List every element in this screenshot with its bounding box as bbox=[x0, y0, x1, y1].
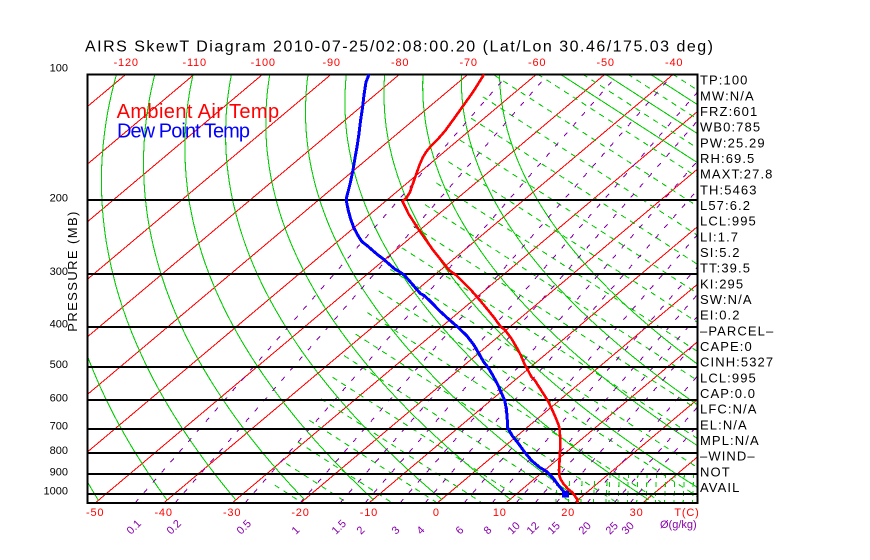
svg-text:EI:0.2: EI:0.2 bbox=[700, 308, 741, 323]
svg-text:-90: -90 bbox=[323, 57, 341, 69]
svg-text:900: 900 bbox=[50, 466, 68, 478]
svg-text:LCL:995: LCL:995 bbox=[700, 214, 757, 229]
svg-text:TH:5463: TH:5463 bbox=[700, 182, 758, 197]
svg-text:RH:69.5: RH:69.5 bbox=[700, 151, 755, 166]
svg-text:NOT: NOT bbox=[700, 464, 731, 479]
svg-text:0: 0 bbox=[433, 507, 440, 519]
svg-text:200: 200 bbox=[50, 192, 68, 204]
svg-text:–WIND–: –WIND– bbox=[700, 449, 756, 464]
svg-text:-80: -80 bbox=[391, 57, 409, 69]
svg-text:LCL:995: LCL:995 bbox=[700, 370, 757, 385]
svg-text:700: 700 bbox=[50, 421, 68, 433]
svg-text:CAPE:0: CAPE:0 bbox=[700, 339, 753, 354]
svg-text:PRESSURE (MB): PRESSURE (MB) bbox=[65, 210, 80, 332]
svg-text:AIRS SkewT Diagram 2010-07-25/: AIRS SkewT Diagram 2010-07-25/02:08:00.2… bbox=[85, 39, 713, 56]
svg-text:MAXT:27.8: MAXT:27.8 bbox=[700, 167, 774, 182]
svg-text:TP:100: TP:100 bbox=[700, 73, 749, 88]
svg-text:EL:N/A: EL:N/A bbox=[700, 417, 748, 432]
svg-text:L57:6.2: L57:6.2 bbox=[700, 198, 751, 213]
svg-text:TT:39.5: TT:39.5 bbox=[700, 261, 751, 276]
svg-text:CINH:5327: CINH:5327 bbox=[700, 355, 774, 370]
svg-text:MPL:N/A: MPL:N/A bbox=[700, 433, 760, 448]
svg-text:-110: -110 bbox=[182, 57, 206, 69]
svg-text:-50: -50 bbox=[597, 57, 615, 69]
svg-text:30: 30 bbox=[630, 507, 644, 519]
svg-text:-40: -40 bbox=[665, 57, 683, 69]
svg-text:-70: -70 bbox=[460, 57, 478, 69]
svg-text:–PARCEL–: –PARCEL– bbox=[700, 323, 774, 338]
svg-text:MW:N/A: MW:N/A bbox=[700, 88, 755, 103]
svg-text:500: 500 bbox=[50, 359, 68, 371]
svg-text:FRZ:601: FRZ:601 bbox=[700, 104, 758, 119]
svg-text:600: 600 bbox=[50, 392, 68, 404]
svg-text:KI:295: KI:295 bbox=[700, 276, 744, 291]
svg-text:Ø(g/kg): Ø(g/kg) bbox=[660, 519, 697, 531]
svg-text:-100: -100 bbox=[251, 57, 276, 69]
svg-text:20: 20 bbox=[561, 507, 575, 519]
svg-text:Ambient Air Temp: Ambient Air Temp bbox=[117, 101, 280, 123]
svg-text:300: 300 bbox=[50, 266, 68, 278]
svg-text:AVAIL: AVAIL bbox=[700, 480, 740, 495]
svg-text:SI:5.2: SI:5.2 bbox=[700, 245, 741, 260]
svg-text:-40: -40 bbox=[154, 507, 172, 519]
svg-text:1000: 1000 bbox=[44, 486, 68, 498]
svg-text:400: 400 bbox=[50, 319, 68, 331]
svg-text:-20: -20 bbox=[291, 507, 309, 519]
svg-text:-120: -120 bbox=[114, 57, 139, 69]
svg-text:PW:25.29: PW:25.29 bbox=[700, 135, 766, 150]
svg-text:-10: -10 bbox=[360, 507, 378, 519]
svg-text:T(C): T(C) bbox=[674, 507, 699, 519]
svg-text:800: 800 bbox=[50, 445, 68, 457]
svg-text:LFC:N/A: LFC:N/A bbox=[700, 402, 758, 417]
svg-text:10: 10 bbox=[493, 507, 507, 519]
svg-text:Dew Point Temp: Dew Point Temp bbox=[117, 121, 250, 143]
svg-text:WB0:785: WB0:785 bbox=[700, 120, 761, 135]
svg-text:CAP:0.0: CAP:0.0 bbox=[700, 386, 756, 401]
svg-text:LI:1.7: LI:1.7 bbox=[700, 229, 739, 244]
svg-text:-30: -30 bbox=[223, 507, 241, 519]
svg-text:-50: -50 bbox=[86, 507, 104, 519]
svg-text:100: 100 bbox=[50, 63, 68, 75]
svg-text:-60: -60 bbox=[528, 57, 546, 69]
svg-text:SW:N/A: SW:N/A bbox=[700, 292, 753, 307]
